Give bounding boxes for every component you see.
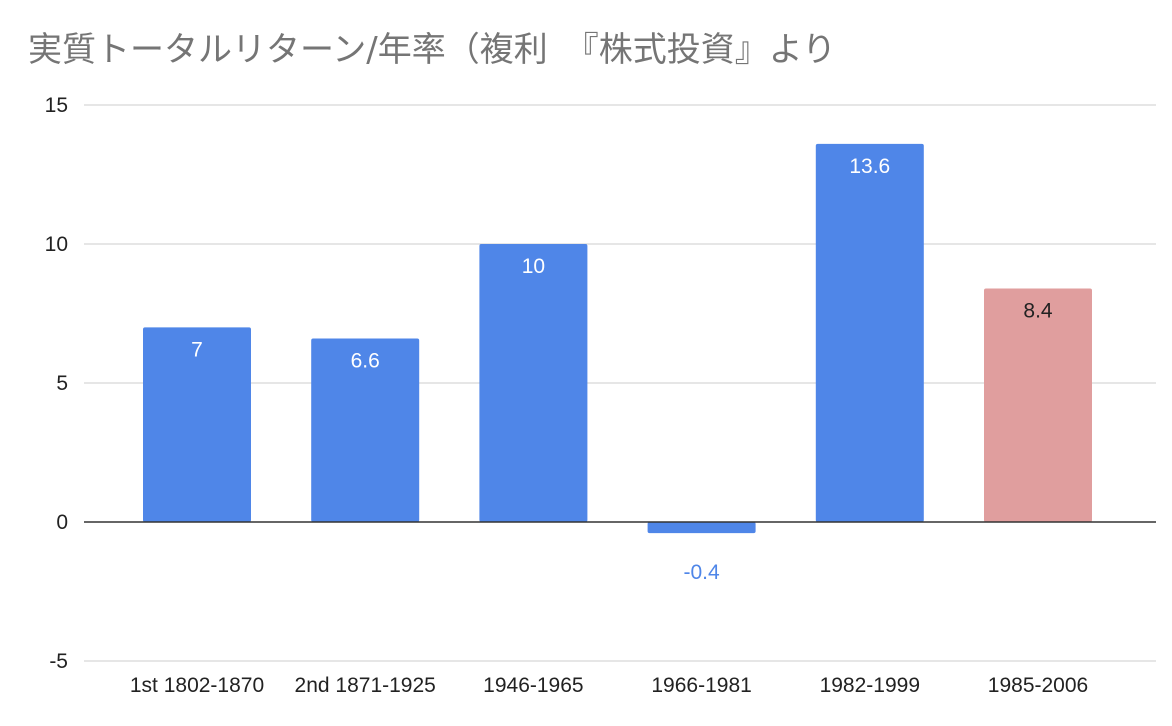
bar: [815, 143, 924, 523]
label-layer: -5 0 5 10 15 7 1st 1802-1870 6.6 2nd 1871-1925 10…: [45, 94, 1089, 697]
bar: [647, 522, 756, 534]
y-tick-label: 5: [56, 372, 68, 395]
grid-layer: [84, 104, 1156, 662]
y-tick-label: 10: [45, 233, 68, 256]
bar: [479, 244, 588, 522]
chart-title: 実質トータルリターン/年率（複利 『株式投資』より: [28, 30, 837, 70]
data-label: 8.4: [1023, 299, 1053, 322]
bar: [143, 327, 251, 522]
bar-layer: [143, 143, 1092, 534]
data-label: 13.6: [849, 155, 890, 178]
x-tick-label: 1982-1999: [820, 674, 920, 697]
x-tick-label: 1st 1802-1870: [130, 674, 264, 697]
y-tick-label: 0: [56, 511, 68, 534]
data-label: 6.6: [351, 350, 380, 373]
data-label: 10: [522, 255, 545, 278]
y-tick-label: -5: [49, 650, 68, 673]
x-tick-label: 1946-1965: [483, 674, 583, 697]
bar: [984, 288, 1092, 522]
x-tick-label: 1985-2006: [988, 674, 1088, 697]
x-tick-label: 2nd 1871-1925: [295, 674, 436, 697]
data-label: 7: [191, 338, 203, 361]
y-tick-label: 15: [45, 94, 68, 117]
bar: [311, 338, 420, 522]
data-label: -0.4: [684, 561, 721, 584]
x-tick-label: 1966-1981: [651, 674, 751, 697]
